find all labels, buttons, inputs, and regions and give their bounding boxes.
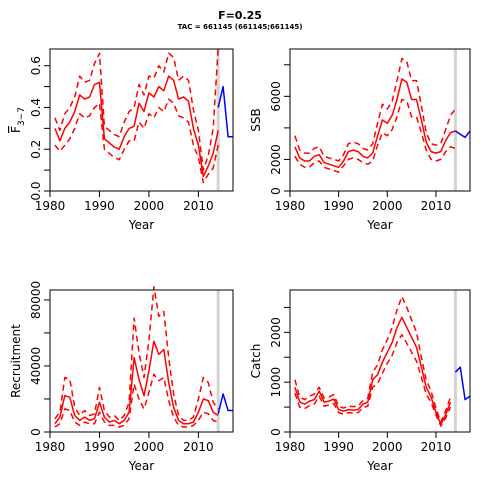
recruitment-projection-line (217, 393, 233, 414)
fbar-x-tick-label: 1980 (35, 199, 66, 213)
catch-estimate-line (294, 316, 452, 426)
ssb-projection-line (454, 130, 471, 139)
recruitment-estimate-line (54, 340, 219, 425)
fbar-y-tick-label: 0.4 (29, 98, 43, 117)
catch-x-tick-label: 2000 (372, 440, 403, 454)
catch-projection-line (454, 366, 471, 401)
recruitment-upper-line (54, 285, 219, 422)
recruitment-y-tick-label: 40000 (29, 347, 43, 385)
catch-y-axis-title: Catch (249, 344, 263, 379)
fbar-x-tick-label: 2010 (183, 199, 214, 213)
catch-upper-line (294, 295, 452, 423)
ssb-x-tick-label: 1990 (323, 199, 354, 213)
ssb-x-tick-label: 2000 (372, 199, 403, 213)
catch-x-tick-label: 1990 (323, 440, 354, 454)
fbar-estimate-line (54, 75, 219, 178)
ssb-plot-frame (289, 48, 471, 192)
recruitment-x-tick-label: 1980 (35, 440, 66, 454)
catch-x-tick-label: 1980 (275, 440, 306, 454)
recruitment-x-axis-title: Year (128, 459, 154, 473)
recruitment-x-tick-label: 1990 (84, 440, 115, 454)
catch-y-tick-label: 0 (269, 428, 283, 436)
fbar-panel: 1980 1990 2000 2010 0.0 0.2 0.4 0.6 Year F3−7 (9, 46, 234, 232)
recruitment-y-axis-title: Recruitment (9, 324, 23, 398)
fbar-y-tick-label: 0.2 (29, 140, 43, 159)
ssb-x-tick-label: 1980 (275, 199, 306, 213)
ssb-x-tick-label: 2010 (421, 199, 452, 213)
figure-title: F=0.25 (218, 9, 262, 22)
fbar-lower-line (54, 98, 219, 184)
figure-subtitle: TAC = 661145 (661145;661145) (177, 23, 303, 31)
fbar-x-tick-label: 1990 (84, 199, 115, 213)
fbar-y-tick-label: 0.6 (29, 56, 43, 75)
recruitment-y-tick-label: 0 (29, 428, 43, 436)
fbar-plot-frame (49, 48, 234, 192)
ssb-x-axis-title: Year (366, 218, 392, 232)
catch-x-tick-label: 2010 (421, 440, 452, 454)
fbar-y-axis-title: F3−7 (9, 107, 27, 133)
recruitment-plot-frame (49, 289, 234, 433)
recruitment-x-tick-label: 2010 (183, 440, 214, 454)
catch-x-axis-title: Year (366, 459, 392, 473)
fbar-upper-line (54, 46, 219, 171)
recruitment-panel: 1980 1990 2000 2010 0 40000 80000 Year Recruitme… (9, 281, 234, 473)
ssb-lower-line (294, 98, 456, 173)
fbar-x-tick-label: 2000 (134, 199, 165, 213)
catch-y-tick-label: 2000 (269, 317, 283, 348)
recruitment-y-tick-label: 80000 (29, 281, 43, 319)
ssb-upper-line (294, 57, 456, 162)
catch-y-tick-label: 1000 (269, 367, 283, 398)
ssb-panel: 1980 1990 2000 2010 0 2000 6000 Year SSB (249, 48, 471, 232)
ssb-y-axis-title: SSB (249, 108, 263, 131)
fbar-projection-line (217, 85, 233, 138)
fbar-x-axis-title: Year (128, 218, 154, 232)
ssb-y-tick-label: 2000 (269, 144, 283, 175)
fbar-y-tick-label: 0.0 (29, 181, 43, 200)
catch-lower-line (294, 334, 452, 427)
ssb-estimate-line (294, 78, 456, 169)
recruitment-x-tick-label: 2000 (134, 440, 165, 454)
ssb-y-tick-label: 6000 (269, 81, 283, 112)
ssb-y-tick-label: 0 (269, 187, 283, 195)
catch-plot-frame (289, 289, 471, 433)
catch-panel: 1980 1990 2000 2010 0 1000 2000 Year Catch (249, 289, 471, 473)
